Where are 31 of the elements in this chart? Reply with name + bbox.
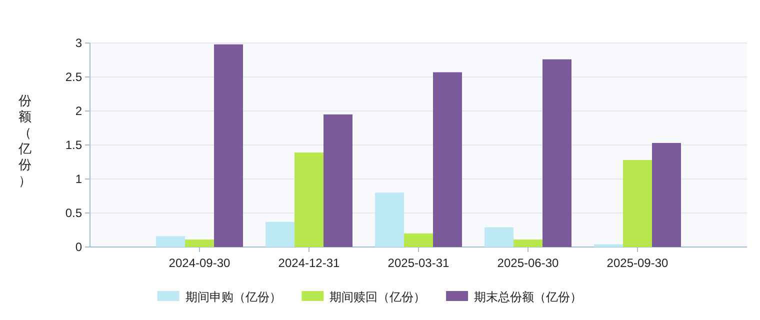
y-axis-title: 份额（亿份）: [18, 93, 32, 188]
bar: [294, 152, 324, 247]
bar: [375, 192, 404, 247]
x-tick-label: 2024-09-30: [168, 256, 231, 270]
y-tick-label: 2.5: [65, 70, 82, 84]
x-tick-label: 2024-12-31: [278, 256, 340, 270]
bar: [542, 59, 572, 247]
y-tick-label: 1: [75, 172, 82, 186]
bar: [214, 44, 243, 247]
bar: [623, 160, 652, 247]
bar: [185, 240, 214, 247]
bar: [266, 222, 294, 247]
x-tick-label: 2025-06-30: [497, 256, 560, 270]
legend-label: 期间赎回（亿份）: [330, 290, 426, 304]
bar: [324, 114, 352, 247]
bar: [652, 142, 681, 247]
y-tick-label: 0.5: [65, 206, 82, 220]
y-tick-label: 0: [75, 240, 82, 254]
x-tick-label: 2025-03-31: [388, 256, 450, 270]
x-tick-label: 2025-09-30: [606, 256, 669, 270]
bar: [156, 236, 185, 247]
bar: [514, 240, 542, 247]
bar: [404, 233, 433, 247]
y-tick-label: 1.5: [65, 138, 82, 152]
bar: [484, 227, 514, 247]
legend-label: 期间申购（亿份）: [185, 290, 282, 304]
y-tick-label: 2: [75, 104, 82, 118]
legend-label: 期末总份额（亿份）: [474, 290, 582, 304]
bar: [433, 72, 462, 247]
bar: [594, 244, 623, 247]
y-tick-label: 3: [75, 36, 82, 50]
